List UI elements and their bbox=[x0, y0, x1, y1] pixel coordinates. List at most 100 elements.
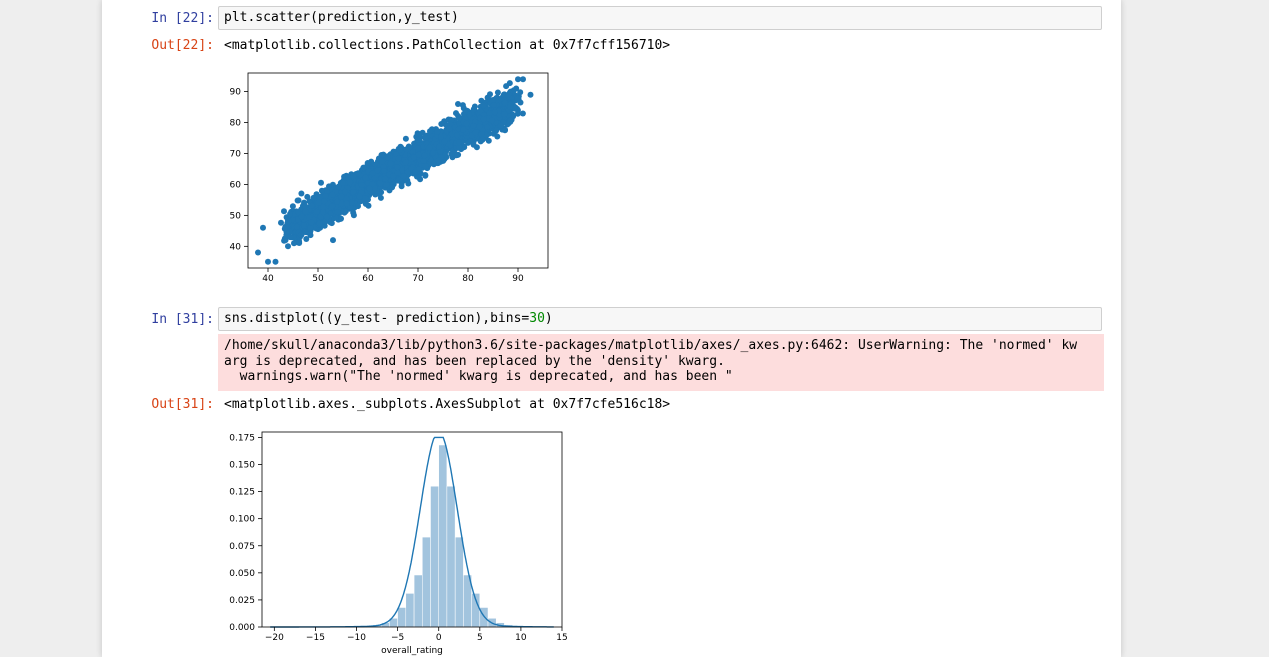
scatter-point bbox=[255, 249, 261, 256]
scatter-point bbox=[438, 133, 444, 140]
scatter-point bbox=[364, 160, 371, 166]
scatter-point bbox=[301, 222, 307, 229]
cell-31-in-prompt: In [31]: bbox=[151, 312, 214, 327]
x-axis-label: overall_rating bbox=[381, 646, 443, 656]
scatter-point bbox=[497, 122, 504, 129]
x-tick-label: 15 bbox=[556, 633, 567, 643]
scatter-point bbox=[281, 225, 288, 232]
scatter-point bbox=[437, 148, 444, 155]
cell-22-code-input[interactable]: plt.scatter(prediction,y_test) bbox=[218, 6, 1102, 30]
x-tick-label: −15 bbox=[306, 633, 325, 643]
scatter-point bbox=[517, 89, 524, 96]
scatter-point bbox=[453, 110, 459, 117]
cell-22-out-prompt: Out[22]: bbox=[151, 38, 214, 53]
y-tick-label: 80 bbox=[230, 119, 242, 129]
scatter-point bbox=[378, 152, 385, 158]
scatter-point bbox=[296, 238, 303, 245]
x-tick-label: 90 bbox=[512, 274, 524, 284]
scatter-points bbox=[255, 76, 534, 265]
y-tick-label: 50 bbox=[230, 211, 242, 221]
cell-22-in-prompt: In [22]: bbox=[151, 11, 214, 26]
scatter-point bbox=[377, 180, 384, 187]
scatter-point bbox=[340, 179, 346, 186]
scatter-point bbox=[315, 199, 322, 206]
scatter-point bbox=[430, 149, 436, 156]
scatter-point bbox=[329, 203, 336, 210]
scatter-point bbox=[514, 95, 521, 102]
scatter-point bbox=[285, 218, 292, 225]
scatter-point bbox=[379, 158, 386, 165]
scatter-point bbox=[434, 129, 441, 135]
scatter-point bbox=[287, 210, 294, 217]
scatter-point bbox=[346, 179, 353, 186]
y-tick-label: 0.075 bbox=[229, 542, 255, 552]
scatter-point bbox=[485, 137, 492, 144]
scatter-point bbox=[487, 91, 493, 98]
scatter-point bbox=[470, 141, 477, 148]
x-tick-label: 50 bbox=[312, 274, 324, 284]
dist-axes-frame bbox=[261, 431, 563, 628]
x-tick-label: 0 bbox=[436, 633, 442, 643]
y-tick-label: 0.175 bbox=[229, 433, 255, 443]
scatter-point bbox=[470, 106, 477, 113]
scatter-point bbox=[506, 80, 513, 87]
scatter-point bbox=[396, 147, 403, 154]
scatter-point bbox=[459, 102, 466, 109]
scatter-point bbox=[512, 105, 518, 112]
histogram-bars bbox=[364, 444, 513, 628]
scatter-point bbox=[410, 154, 417, 161]
x-tick-label: 80 bbox=[462, 274, 474, 284]
scatter-point bbox=[394, 177, 401, 184]
scatter-point bbox=[369, 170, 376, 177]
scatter-point bbox=[323, 213, 330, 220]
scatter-axes-frame bbox=[247, 72, 549, 269]
scatter-point bbox=[374, 167, 381, 174]
scatter-point bbox=[366, 185, 373, 192]
scatter-point bbox=[394, 164, 401, 171]
scatter-point bbox=[422, 134, 429, 141]
cell-31-out-prompt: Out[31]: bbox=[151, 397, 214, 412]
scatter-point bbox=[446, 125, 453, 132]
histogram-bar bbox=[422, 536, 431, 628]
scatter-point bbox=[465, 139, 471, 146]
scatter-point bbox=[330, 237, 336, 244]
scatter-point bbox=[384, 154, 391, 161]
histogram-bar bbox=[446, 485, 456, 628]
scatter-point bbox=[362, 195, 369, 202]
scatter-point bbox=[324, 187, 331, 194]
scatter-point bbox=[318, 179, 324, 186]
x-tick-label: −10 bbox=[347, 633, 366, 643]
y-tick-label: 0.150 bbox=[229, 461, 255, 471]
scatter-point bbox=[515, 76, 521, 83]
x-tick-label: 70 bbox=[412, 274, 424, 284]
scatter-point bbox=[389, 184, 396, 191]
cell-31-code-prefix: sns.distplot((y_test- prediction),bins= bbox=[224, 311, 530, 326]
scatter-point bbox=[285, 243, 291, 250]
scatter-point bbox=[343, 200, 350, 207]
scatter-point bbox=[491, 109, 498, 116]
stderr-line-3: warnings.warn("The 'normed' kwarg is dep… bbox=[224, 369, 733, 384]
y-tick-label: 0.100 bbox=[229, 515, 255, 525]
cell-31-code-input[interactable]: sns.distplot((y_test- prediction),bins=3… bbox=[218, 307, 1102, 331]
scatter-point bbox=[308, 219, 315, 226]
scatter-point bbox=[441, 138, 448, 145]
scatter-point bbox=[334, 198, 340, 205]
scatter-point bbox=[350, 173, 357, 180]
scatter-point bbox=[490, 102, 497, 108]
scatter-point bbox=[404, 169, 411, 176]
histogram-bar bbox=[413, 574, 423, 628]
scatter-point bbox=[317, 194, 324, 201]
scatter-point bbox=[329, 191, 336, 198]
scatter-point bbox=[436, 143, 443, 150]
scatter-point bbox=[298, 232, 305, 238]
scatter-point bbox=[272, 258, 279, 265]
scatter-point bbox=[350, 209, 357, 216]
histogram-bar bbox=[430, 485, 439, 628]
scatter-point bbox=[356, 193, 363, 200]
scatter-point bbox=[360, 164, 367, 171]
histogram-bar bbox=[454, 536, 464, 628]
scatter-point bbox=[507, 117, 514, 124]
cell-31-code-number: 30 bbox=[529, 311, 545, 326]
scatter-point bbox=[390, 173, 397, 180]
scatter-point bbox=[322, 193, 329, 200]
